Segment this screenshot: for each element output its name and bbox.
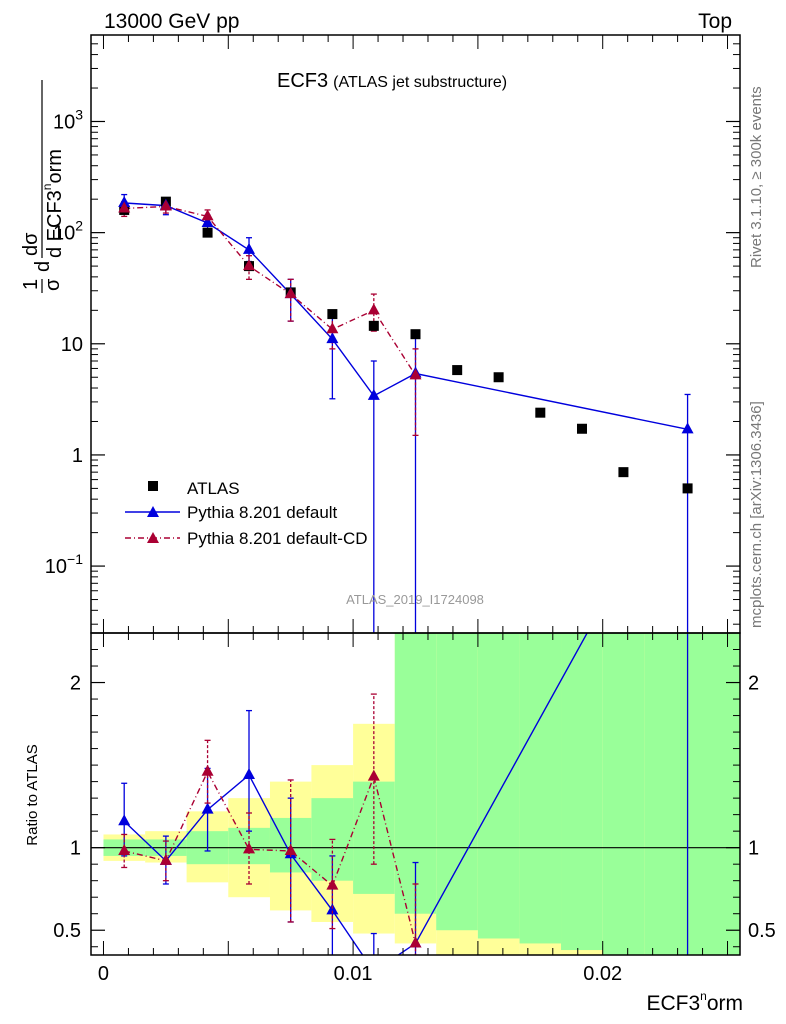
y-label-denominator: d ECF3norm: [40, 149, 66, 258]
legend-marker-atlas: [148, 481, 158, 491]
main-data-point: [410, 329, 421, 340]
ratio-uncertainty-bands: [103, 633, 740, 955]
main-data-point: [535, 407, 546, 418]
ratio-y-tick-label: 2: [70, 673, 81, 695]
x-tick-label: 0.01: [334, 963, 373, 985]
ratio-mc-point: [201, 802, 214, 814]
legend-label-atlas: ATLAS: [187, 479, 240, 498]
ratio-y-tick-label-right: 1: [748, 838, 759, 860]
ratio-mc-point: [201, 764, 214, 776]
y-tick-label: 103: [53, 106, 83, 133]
legend-marker-default: [147, 506, 159, 517]
ratio-mc-point: [118, 843, 131, 855]
main-data-point: [576, 423, 587, 434]
ratio-mc-point: [284, 843, 297, 855]
plot-title-main: ECF3: [277, 70, 328, 92]
main-mc-point: [409, 368, 422, 380]
main-mc-point: [243, 259, 256, 271]
main-data-point: [493, 372, 504, 383]
main-mc-point: [681, 422, 694, 434]
main-mc-point: [243, 242, 256, 254]
plot-title-sub: (ATLAS jet substructure): [333, 74, 507, 91]
main-mc-point: [326, 322, 339, 334]
ratio-series-line: [124, 770, 417, 944]
ratio-mc-point: [243, 842, 256, 854]
y-tick-label: 102: [53, 218, 83, 245]
analysis-id: ATLAS_2019_I1724098: [346, 592, 484, 607]
band-inner-bin: [477, 633, 520, 939]
ratio-mc-point: [243, 768, 256, 780]
main-data-point: [327, 309, 338, 320]
ratio-y-tick-label-right: 2: [748, 673, 759, 695]
ratio-y-tick-label: 0.5: [53, 920, 81, 942]
rivet-label: Rivet 3.1.10, ≥ 300k events: [748, 86, 765, 268]
x-tick-label: 0: [98, 963, 109, 985]
main-mc-point: [326, 332, 339, 344]
legend: ATLAS Pythia 8.201 default Pythia 8.201 …: [125, 479, 368, 548]
legend-marker-cd: [147, 532, 159, 543]
x-axis-label: ECF3norm: [646, 989, 743, 1015]
ratio-y-tick-label-right: 0.5: [748, 920, 776, 942]
y-label-d: d: [32, 261, 54, 272]
y-tick-label: 1: [72, 445, 83, 467]
band-inner-bin: [602, 633, 645, 955]
main-data-point: [618, 467, 629, 478]
main-mc-point: [284, 287, 297, 299]
header-left: 13000 GeV pp: [104, 10, 239, 33]
ratio-mc-point: [409, 936, 422, 948]
ratio-panel-frame: [90, 632, 741, 956]
main-data-point: [452, 365, 463, 376]
y-axis-label-main: 1 σ d dσ d ECF3norm: [20, 80, 66, 293]
mcplots-label: mcplots.cern.ch [arXiv:1306.3436]: [748, 401, 765, 628]
main-series-line: [124, 205, 417, 376]
main-mc-point: [118, 195, 131, 207]
y-label-dsigma: dσ: [20, 232, 42, 256]
plot-title: ECF3 (ATLAS jet substructure): [277, 70, 507, 92]
ratio-mc-point: [367, 769, 380, 781]
y-tick-label: 10−1: [45, 551, 83, 578]
y-axis-label-ratio: Ratio to ATLAS: [24, 744, 41, 845]
ratio-mc-point: [326, 903, 339, 915]
x-tick-label: 0.02: [583, 963, 622, 985]
main-mc-point: [367, 303, 380, 315]
y-label-sigma: σ: [42, 278, 64, 291]
band-inner-bin: [644, 633, 740, 955]
ratio-mc-point: [326, 878, 339, 890]
band-inner-bin: [561, 633, 603, 951]
main-data-point: [682, 483, 693, 494]
ratio-mc-point: [159, 853, 172, 865]
main-data-point: [368, 320, 379, 331]
band-inner-bin: [519, 633, 562, 944]
y-label-frac-one: 1: [20, 279, 42, 290]
main-mc-point: [367, 388, 380, 400]
legend-label-cd: Pythia 8.201 default-CD: [187, 529, 368, 548]
header-right: Top: [698, 10, 732, 33]
band-inner-bin: [436, 633, 478, 931]
ratio-mc-point: [118, 814, 131, 826]
ratio-y-tick-label: 1: [70, 838, 81, 860]
main-mc-point: [159, 199, 172, 211]
main-data-point: [202, 227, 213, 238]
main-mc-point: [201, 216, 214, 228]
y-tick-label: 10: [61, 334, 83, 356]
legend-label-default: Pythia 8.201 default: [187, 503, 338, 522]
main-mc-point: [201, 209, 214, 221]
main-mc-point: [118, 201, 131, 213]
